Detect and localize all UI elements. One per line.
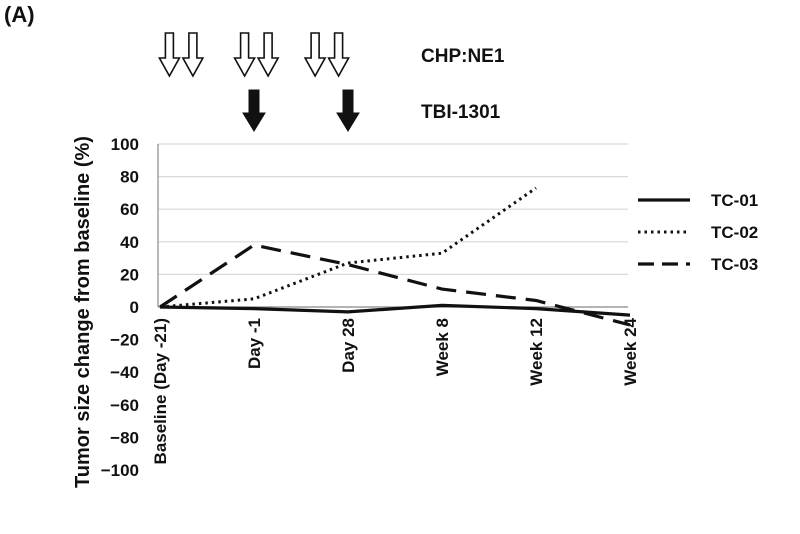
series-lines — [159, 186, 631, 327]
y-tick-label: −20 — [110, 331, 139, 350]
legend-label-tc-01: TC-01 — [711, 191, 758, 210]
y-tick-label: 100 — [111, 135, 139, 154]
x-tick-label: Week 24 — [621, 317, 640, 385]
legend: TC-01 TC-02 TC-03 — [638, 191, 758, 274]
hollow-down-arrow-icon — [158, 32, 181, 78]
filled-down-arrow-icon — [242, 89, 266, 132]
y-tick-label: −80 — [110, 428, 139, 447]
series-line-tc-01 — [159, 303, 631, 317]
x-tick-label: Baseline (Day -21) — [151, 318, 170, 464]
x-tick-label: Day 28 — [339, 318, 358, 373]
y-tick-label: 60 — [120, 200, 139, 219]
x-tick-labels: Baseline (Day -21) Day -1 Day 28 Week 8 Week… — [151, 317, 640, 464]
y-tick-label: −100 — [101, 461, 139, 480]
y-tick-label: −40 — [110, 363, 139, 382]
y-axis-title: Tumor size change from baseline (%) — [72, 136, 94, 488]
y-tick-label: −60 — [110, 396, 139, 415]
grid — [158, 143, 628, 275]
hollow-down-arrow-icon — [327, 32, 350, 78]
legend-label-tc-03: TC-03 — [711, 255, 758, 274]
x-tick-label: Day -1 — [245, 318, 264, 369]
x-tick-label: Week 12 — [527, 318, 546, 386]
legend-label-tc-02: TC-02 — [711, 223, 758, 242]
x-tick-label: Week 8 — [433, 318, 452, 376]
panel-label: (A) — [4, 2, 35, 27]
y-tick-label: 20 — [120, 265, 139, 284]
filled-down-arrow-icon — [336, 89, 360, 132]
y-tick-label: 0 — [130, 298, 139, 317]
hollow-down-arrow-icon — [256, 32, 280, 78]
hollow-down-arrow-icon — [303, 32, 327, 78]
y-tick-label: 40 — [120, 233, 139, 252]
axes — [157, 144, 628, 308]
series-line-tc-03 — [159, 243, 631, 327]
dosing-annotations: CHP:NE1 TBI-1301 — [158, 32, 505, 132]
y-tick-labels: 100 80 60 40 20 0 −20 −40 −60 −80 −100 — [101, 135, 139, 480]
y-tick-label: 80 — [120, 168, 139, 187]
hollow-down-arrow-icon — [181, 32, 205, 78]
annotation-chp-ne1: CHP:NE1 — [421, 46, 505, 67]
annotation-tbi-1301: TBI-1301 — [421, 102, 501, 123]
series-line-tc-02 — [159, 186, 537, 309]
hollow-down-arrow-icon — [233, 32, 256, 78]
